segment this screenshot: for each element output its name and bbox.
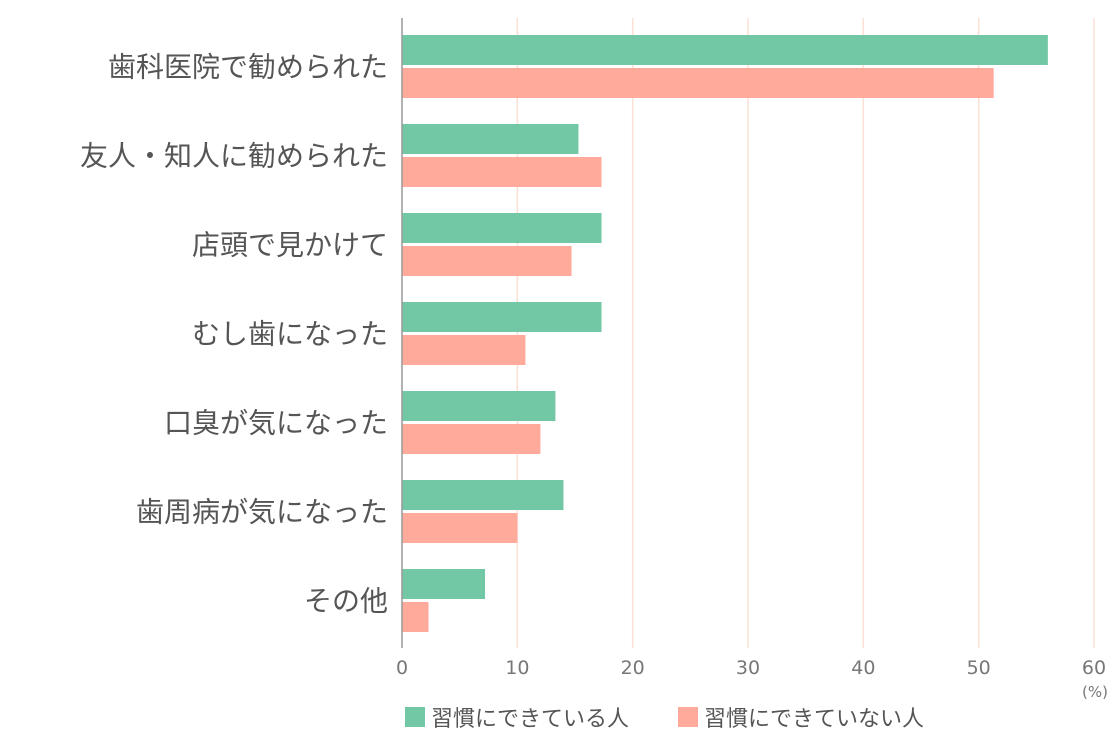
x-tick-label: 60 [1082,657,1106,679]
legend-swatch-no-habit [678,707,698,727]
category-label: 歯周病が気になった [136,496,388,529]
x-axis-unit: (%) [1082,683,1108,701]
bar-habit [402,302,602,332]
bar-no-habit [402,602,429,632]
bar-no-habit [402,68,994,98]
category-label: 歯科医院で勧められた [108,51,388,84]
x-tick-label: 0 [396,657,408,679]
category-label: 口臭が気になった [164,407,388,440]
category-label: 店頭で見かけて [192,229,388,262]
x-tick-label: 10 [505,657,529,679]
category-label: その他 [304,585,388,618]
category-label: むし歯になった [192,318,388,351]
bar-habit [402,391,556,421]
bar-habit [402,213,602,243]
legend-item-no-habit: 習慣にできていない人 [678,700,924,734]
legend-item-habit: 習慣にできている人 [405,700,629,734]
legend: 習慣にできている人 習慣にできていない人 [0,700,1120,734]
bar-no-habit [402,246,572,276]
grid-lines [516,18,1095,648]
bar-habit [402,569,486,599]
legend-label-habit: 習慣にできている人 [431,707,630,732]
bar-no-habit [402,513,518,543]
category-labels: 歯科医院で勧められた友人・知人に勧められた店頭で見かけてむし歯になった口臭が気に… [80,51,388,618]
x-tick-label: 50 [967,657,991,679]
legend-label-no-habit: 習慣にできていない人 [704,707,925,732]
bar-no-habit [402,157,602,187]
bar-no-habit [402,424,541,454]
bars [402,35,1048,632]
legend-swatch-habit [405,707,425,727]
bar-habit [402,480,564,510]
bar-habit [402,124,579,154]
x-tick-label: 30 [736,657,760,679]
x-tick-labels: 0 10 20 30 40 50 60 [396,657,1106,679]
x-tick-label: 40 [851,657,875,679]
bar-habit [402,35,1048,65]
category-label: 友人・知人に勧められた [80,140,388,173]
bar-no-habit [402,335,526,365]
x-tick-label: 20 [621,657,645,679]
